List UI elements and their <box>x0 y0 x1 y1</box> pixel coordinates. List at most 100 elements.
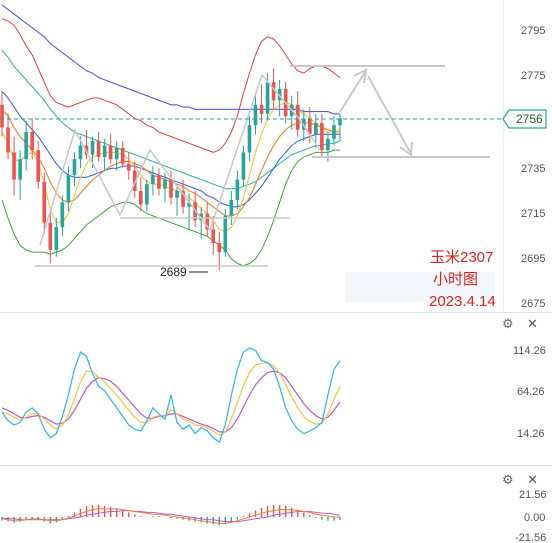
candle-body <box>175 190 179 198</box>
candle-body <box>78 145 83 160</box>
candle-body <box>72 159 77 176</box>
watermark-band <box>345 272 495 302</box>
gear-icon[interactable]: ⚙ <box>502 317 514 332</box>
candle-body <box>126 163 131 171</box>
candle-body <box>308 118 312 135</box>
candle-body <box>163 179 167 189</box>
main-y-axis: 2795 2775 2735 2715 2695 2675 <box>521 25 545 310</box>
macd-indicator <box>1 505 341 526</box>
y-tick: 2695 <box>521 253 545 265</box>
y-tick: 2715 <box>521 208 545 220</box>
candle-body <box>36 150 41 182</box>
candle-body <box>139 190 143 205</box>
osc-d-line <box>1 362 341 437</box>
y-tick: 114.26 <box>513 345 546 357</box>
candle-body <box>60 202 65 228</box>
candle-body <box>132 170 137 191</box>
annotation-date: 2023.4.14 <box>429 293 496 310</box>
candle-body <box>338 118 342 126</box>
macd-y-axis: 21.56 0.00 -21.56 <box>515 489 547 543</box>
candle-body <box>54 227 59 250</box>
candle-body <box>247 125 252 153</box>
candle-body <box>169 179 173 198</box>
candle-body <box>30 132 34 151</box>
y-tick: 0.00 <box>524 512 545 524</box>
candle-body <box>66 175 71 203</box>
candle-body <box>0 104 4 128</box>
candle-body <box>320 122 324 151</box>
y-tick: 2775 <box>521 70 545 82</box>
wave-path <box>39 73 321 246</box>
arrow-head <box>353 68 368 84</box>
gear-icon[interactable]: ⚙ <box>502 473 514 488</box>
candle-body <box>314 122 318 135</box>
macd-dea-line <box>1 510 341 523</box>
bollinger-bands <box>1 18 341 267</box>
close-icon[interactable]: ✕ <box>527 473 538 488</box>
candle-body <box>332 125 336 139</box>
y-tick: 64.26 <box>517 386 545 398</box>
trend-drawings <box>35 65 490 267</box>
candle-body <box>205 213 210 230</box>
close-icon[interactable]: ✕ <box>527 317 538 332</box>
candle-body <box>271 82 276 101</box>
annotation-timeframe: 小时图 <box>433 271 478 288</box>
y-tick: 21.56 <box>519 489 547 501</box>
candle-body <box>18 159 22 180</box>
candle-body <box>48 222 53 250</box>
osc-k-line <box>1 347 341 444</box>
candle-body <box>151 175 155 185</box>
candle-body <box>6 127 10 153</box>
macd-panel-controls: ⚙ ✕ <box>502 473 538 488</box>
candle-body <box>217 243 222 253</box>
candle-body <box>145 184 149 205</box>
low-marker: 2689 <box>160 265 208 279</box>
candle-body <box>108 145 113 160</box>
macd-dif-line <box>1 508 340 524</box>
candle-body <box>24 132 28 160</box>
y-tick: -21.56 <box>515 532 546 543</box>
ma-teal-line <box>1 50 341 190</box>
candle-body <box>253 104 258 126</box>
current-price-tag: 2756 <box>502 109 547 129</box>
y-tick: 14.26 <box>517 428 545 440</box>
candle-body <box>277 88 282 101</box>
low-label: 2689 <box>160 265 187 279</box>
y-tick: 2795 <box>521 25 545 37</box>
candle-body <box>181 190 185 207</box>
candle-body <box>187 202 191 207</box>
candle-body <box>326 138 330 151</box>
candle-body <box>211 229 216 244</box>
osc-panel-controls: ⚙ ✕ <box>502 317 538 332</box>
candle-body <box>114 147 119 160</box>
candle-body <box>301 118 306 130</box>
arrow-head <box>399 141 413 157</box>
candle-body <box>235 179 240 200</box>
candle-body <box>241 152 246 180</box>
ma-long-line <box>1 4 340 115</box>
candle-body <box>265 82 270 114</box>
projection-arrow-up <box>339 71 366 113</box>
annotation: 玉米2307 小时图 2023.4.14 <box>429 249 496 310</box>
osc-j-line <box>1 370 341 433</box>
annotation-symbol: 玉米2307 <box>430 249 493 266</box>
candle-body <box>120 147 125 164</box>
candle-body <box>229 200 234 216</box>
candle-body <box>12 152 16 180</box>
oscillator-lines <box>1 347 341 444</box>
boll-lower-line <box>1 149 340 267</box>
boll-upper-line <box>1 18 341 153</box>
candle-body <box>157 175 161 189</box>
y-tick: 2735 <box>521 163 545 175</box>
candle-body <box>102 145 107 157</box>
candle-body <box>223 215 228 253</box>
current-price-label: 2756 <box>516 112 543 126</box>
candle-body <box>259 104 264 114</box>
candle-body <box>96 141 101 157</box>
projection-arrow-down <box>367 75 411 153</box>
candle-body <box>90 141 95 155</box>
osc-y-axis: 114.26 64.26 14.26 <box>513 345 546 440</box>
y-tick: 2675 <box>521 298 545 310</box>
candle-body <box>42 181 47 223</box>
